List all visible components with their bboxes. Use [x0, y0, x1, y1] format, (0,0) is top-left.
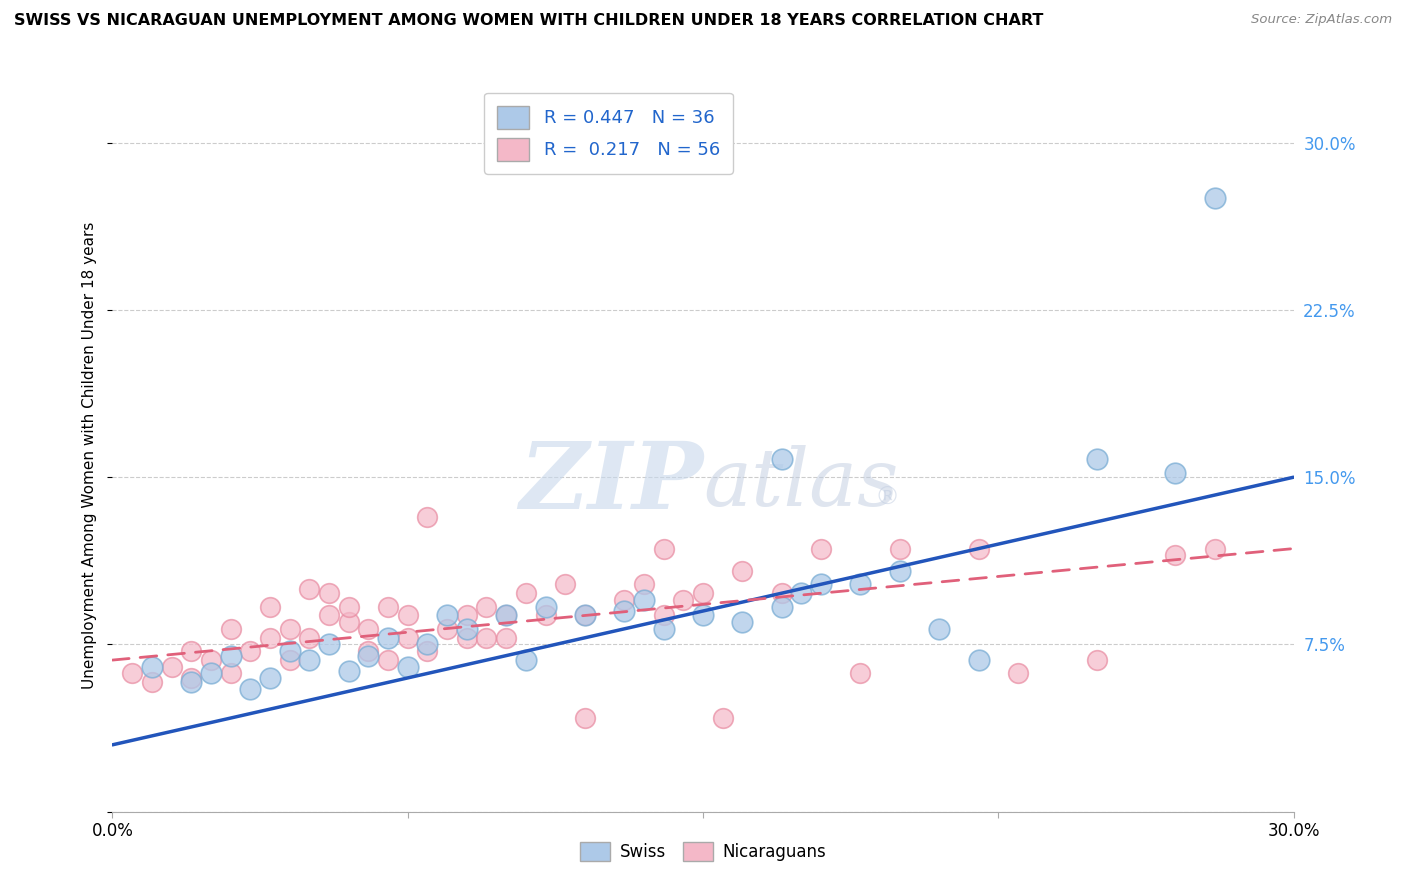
Point [534, 608, 557, 623]
Point [278, 644, 301, 658]
Legend: Swiss, Nicaraguans: Swiss, Nicaraguans [574, 835, 832, 868]
Point [652, 622, 675, 636]
Point [456, 631, 478, 645]
Point [633, 577, 655, 591]
Point [1204, 192, 1226, 206]
Point [574, 608, 596, 623]
Point [790, 586, 813, 600]
Text: ®: ® [875, 486, 900, 509]
Point [515, 653, 537, 667]
Point [652, 608, 675, 623]
Point [416, 637, 439, 651]
Point [515, 586, 537, 600]
Point [337, 599, 360, 614]
Point [239, 644, 262, 658]
Point [200, 653, 222, 667]
Point [416, 644, 439, 658]
Point [1164, 548, 1187, 563]
Point [396, 660, 419, 674]
Point [337, 664, 360, 678]
Point [219, 666, 242, 681]
Point [770, 452, 793, 467]
Point [298, 631, 321, 645]
Point [1164, 466, 1187, 480]
Point [318, 608, 340, 623]
Point [180, 671, 202, 685]
Point [200, 666, 222, 681]
Point [731, 564, 754, 578]
Point [318, 637, 340, 651]
Text: ZIP: ZIP [519, 439, 703, 528]
Point [495, 608, 517, 623]
Point [613, 604, 636, 618]
Point [278, 653, 301, 667]
Point [889, 564, 911, 578]
Point [141, 660, 163, 674]
Y-axis label: Unemployment Among Women with Children Under 18 years: Unemployment Among Women with Children U… [82, 221, 97, 689]
Point [1085, 653, 1108, 667]
Point [298, 582, 321, 596]
Point [928, 622, 950, 636]
Text: SWISS VS NICARAGUAN UNEMPLOYMENT AMONG WOMEN WITH CHILDREN UNDER 18 YEARS CORREL: SWISS VS NICARAGUAN UNEMPLOYMENT AMONG W… [14, 13, 1043, 29]
Point [574, 608, 596, 623]
Point [1007, 666, 1029, 681]
Point [810, 541, 832, 556]
Point [239, 681, 262, 696]
Point [731, 615, 754, 630]
Point [180, 675, 202, 690]
Point [633, 592, 655, 607]
Point [180, 644, 202, 658]
Point [495, 631, 517, 645]
Point [456, 622, 478, 636]
Point [416, 510, 439, 524]
Point [1085, 452, 1108, 467]
Point [259, 599, 281, 614]
Point [436, 622, 458, 636]
Point [770, 586, 793, 600]
Point [574, 711, 596, 725]
Point [357, 622, 380, 636]
Point [456, 608, 478, 623]
Point [534, 599, 557, 614]
Point [554, 577, 576, 591]
Point [436, 608, 458, 623]
Point [967, 653, 990, 667]
Text: atlas: atlas [703, 445, 898, 522]
Point [692, 608, 714, 623]
Point [475, 631, 498, 645]
Point [711, 711, 734, 725]
Point [357, 648, 380, 663]
Point [495, 608, 517, 623]
Point [259, 631, 281, 645]
Point [692, 586, 714, 600]
Point [377, 599, 399, 614]
Point [810, 577, 832, 591]
Point [219, 648, 242, 663]
Point [121, 666, 143, 681]
Point [967, 541, 990, 556]
Point [377, 653, 399, 667]
Text: Source: ZipAtlas.com: Source: ZipAtlas.com [1251, 13, 1392, 27]
Point [889, 541, 911, 556]
Point [278, 622, 301, 636]
Point [377, 631, 399, 645]
Point [849, 577, 872, 591]
Point [475, 599, 498, 614]
Point [652, 541, 675, 556]
Point [318, 586, 340, 600]
Point [672, 592, 695, 607]
Point [396, 631, 419, 645]
Point [337, 615, 360, 630]
Point [160, 660, 183, 674]
Point [849, 666, 872, 681]
Point [396, 608, 419, 623]
Point [219, 622, 242, 636]
Point [141, 675, 163, 690]
Point [613, 592, 636, 607]
Point [259, 671, 281, 685]
Point [298, 653, 321, 667]
Point [770, 599, 793, 614]
Point [1204, 541, 1226, 556]
Point [357, 644, 380, 658]
